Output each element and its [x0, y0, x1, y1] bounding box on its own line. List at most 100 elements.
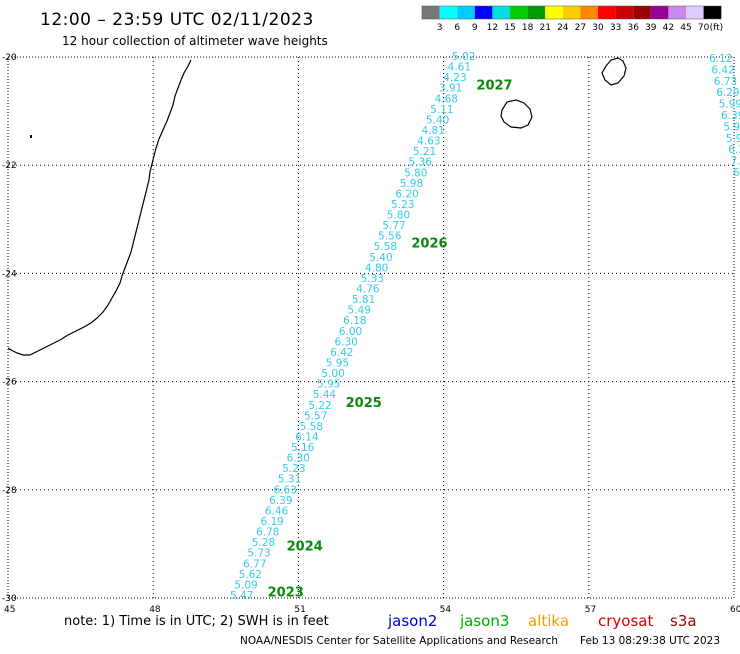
- pass-number-label: 2024: [287, 540, 323, 555]
- colorbar-label: 3: [437, 23, 443, 33]
- wave-height-label: 5.40: [369, 252, 392, 264]
- lon-tick-label: 51: [294, 605, 305, 615]
- wave-height-label: 5.77: [382, 220, 405, 232]
- wave-height-label: 5.02: [452, 51, 475, 63]
- color-swatch: [598, 6, 616, 19]
- map-title: 12:00 – 23:59 UTC 02/11/2023: [40, 10, 314, 30]
- color-swatch: [492, 6, 510, 19]
- wave-height-label: 5.22: [308, 400, 331, 412]
- lat-tick-label: -22: [2, 161, 17, 171]
- colorbar-label: 9: [472, 23, 478, 33]
- colorbar-frame: [421, 5, 722, 20]
- island-mauritius: [601, 57, 627, 86]
- lon-tick-label: 48: [149, 605, 161, 615]
- wave-height-label: 6.73: [714, 76, 737, 88]
- color-scale-legend: 3 6 9 12 15 18 21 24 27 30 33 36 39 42 45 70 (ft): [421, 5, 723, 33]
- wave-height-label: 5.97: [723, 121, 740, 133]
- pass-number-label: 2025: [346, 396, 382, 411]
- wave-height-label: 5.57: [304, 410, 327, 422]
- pass-numbers: 2027 2026 2025 2024 2023: [268, 79, 513, 601]
- colorbar-label: 45: [680, 23, 691, 33]
- wave-height-label: 5.00: [321, 368, 344, 380]
- wave-height-label: 4.81: [422, 125, 445, 137]
- wave-height-label: 4.68: [435, 93, 458, 105]
- wave-height-label: 5.36: [408, 157, 432, 169]
- pass-number-label: 2026: [411, 237, 447, 252]
- wave-height-label: 5.99: [719, 99, 740, 111]
- wave-height-label: 6.19: [260, 516, 283, 528]
- wave-height-label: 6.30: [287, 453, 310, 465]
- wave-height-label: 5.73: [247, 548, 270, 560]
- color-swatch: [580, 6, 598, 19]
- color-swatch: [527, 6, 546, 19]
- wave-height-label: 5.81: [352, 294, 375, 306]
- legend-jason2: jason2: [387, 612, 437, 630]
- wave-height-label: 5.16: [291, 442, 315, 454]
- colorbar-label: 70: [698, 23, 710, 33]
- wave-height-label: 6.30: [334, 336, 357, 348]
- footer-timestamp: Feb 13 08:29:38 UTC 2023: [580, 635, 720, 647]
- island-reunion: [500, 99, 533, 129]
- map-subtitle: 12 hour collection of altimeter wave hei…: [62, 34, 328, 48]
- lon-tick-label: 45: [4, 605, 15, 615]
- wave-height-label: 5.28: [252, 537, 275, 549]
- color-swatch: [633, 6, 651, 19]
- lat-tick-label: -28: [2, 486, 17, 496]
- legend-altika: altika: [528, 612, 569, 630]
- wave-height-label: 4.63: [417, 136, 440, 148]
- color-swatch: [422, 6, 440, 19]
- wave-height-label: 5.95: [317, 379, 340, 391]
- wave-height-label: 5.09: [234, 579, 257, 591]
- wave-track-main: 5.024.614.233.914.685.115.404.814.635.21…: [230, 51, 475, 602]
- color-swatch: [457, 6, 475, 19]
- colorbar-label: 24: [557, 23, 569, 33]
- colorbar-label: 15: [504, 23, 515, 33]
- lat-tick-label: -20: [2, 53, 17, 63]
- wave-height-label: 6.42: [330, 347, 353, 359]
- color-swatch: [545, 6, 563, 19]
- wave-height-label: 6.63: [274, 484, 297, 496]
- color-swatch: [615, 6, 634, 19]
- satellite-legend: jason2 jason3 altika cryosat s3a: [387, 612, 697, 630]
- wave-height-label: 5.31: [278, 474, 301, 486]
- wave-height-label: 5.80: [404, 167, 427, 179]
- color-swatch: [510, 6, 528, 19]
- colorbar-label: 33: [610, 23, 621, 33]
- wave-height-label: 4.23: [443, 72, 466, 84]
- colorbar-label: 27: [575, 23, 586, 33]
- wave-height-label: 3.91: [439, 83, 462, 95]
- wave-height-label: 6.78: [256, 527, 279, 539]
- wave-track-east: 6.126.426.736.295.996.395.975.916.227.02…: [709, 53, 740, 179]
- wave-height-label: 5.11: [430, 104, 453, 116]
- wave-height-label: 6.14: [295, 431, 319, 443]
- wave-height-label: 5.62: [239, 569, 262, 581]
- colorbar-label: 36: [627, 23, 639, 33]
- colorbar-label: 39: [645, 23, 657, 33]
- wave-height-label: 5.58: [374, 241, 397, 253]
- pass-number-label: 2027: [476, 79, 512, 94]
- map-frame: [7, 56, 735, 599]
- wave-height-label: 6.77: [243, 558, 266, 570]
- wave-height-label: 6.29: [716, 87, 739, 99]
- footer-credit: NOAA/NESDIS Center for Satellite Applica…: [240, 635, 558, 647]
- colorbar-label: 21: [539, 23, 550, 33]
- lat-tick-label: -30: [2, 594, 17, 604]
- colorbar-label: 18: [522, 23, 534, 33]
- wave-height-label: 5.21: [413, 146, 436, 158]
- lon-tick-label: 60: [730, 605, 740, 615]
- wave-height-label: 6.46: [265, 505, 289, 517]
- legend-jason3: jason3: [459, 612, 509, 630]
- wave-height-label: 4.76: [356, 284, 380, 296]
- wave-height-label: 6.39: [721, 110, 740, 122]
- wave-height-label: 6.18: [343, 315, 366, 327]
- colorbar-label: 30: [592, 23, 604, 33]
- colorbar-label: 42: [663, 23, 674, 33]
- color-swatch: [650, 6, 669, 19]
- wave-height-label: 5.98: [400, 178, 423, 190]
- color-swatch: [703, 6, 722, 19]
- footer-note: note: 1) Time is in UTC; 2) SWH is in fe…: [64, 614, 329, 629]
- wave-height-label: 5.44: [313, 389, 337, 401]
